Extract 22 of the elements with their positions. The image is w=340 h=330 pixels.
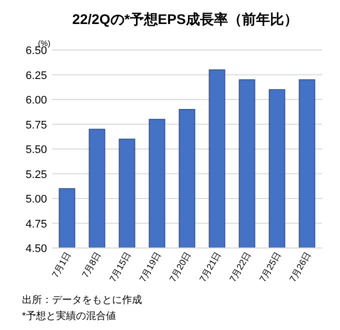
y-axis-title: (%): [38, 39, 51, 48]
y-tick-label: 4.75: [26, 218, 47, 230]
text: 出所：データをもとに作成: [22, 294, 142, 306]
y-tick-label: 6.25: [26, 70, 47, 82]
x-tick-label: 7月25日: [258, 250, 283, 284]
x-tick-label: 7月19日: [138, 250, 163, 284]
x-tick-label: 7月8日: [80, 250, 103, 280]
y-tick-label: 5.50: [26, 144, 47, 156]
text: *予想と実績の混合値: [22, 310, 116, 322]
x-tick-label: 7月1日: [50, 250, 73, 280]
y-tick-label: 5.75: [26, 119, 47, 132]
y-tick-label: 4.50: [26, 243, 47, 255]
y-tick-label: 5.25: [26, 168, 47, 181]
x-tick-label: 7月21日: [198, 250, 223, 284]
y-tick-label: 6.00: [26, 94, 47, 106]
x-tick-label: 7月20日: [168, 250, 193, 284]
y-tick-label: 5.00: [26, 194, 47, 206]
x-tick-label: 7月26日: [288, 250, 313, 284]
y-tick-label: 6.50: [26, 45, 47, 57]
chart-title: 22/2Qの*予想EPS成長率（前年比）: [72, 11, 298, 27]
x-tick-label: 7月22日: [228, 250, 253, 284]
x-tick-label: 7月15日: [108, 250, 133, 284]
